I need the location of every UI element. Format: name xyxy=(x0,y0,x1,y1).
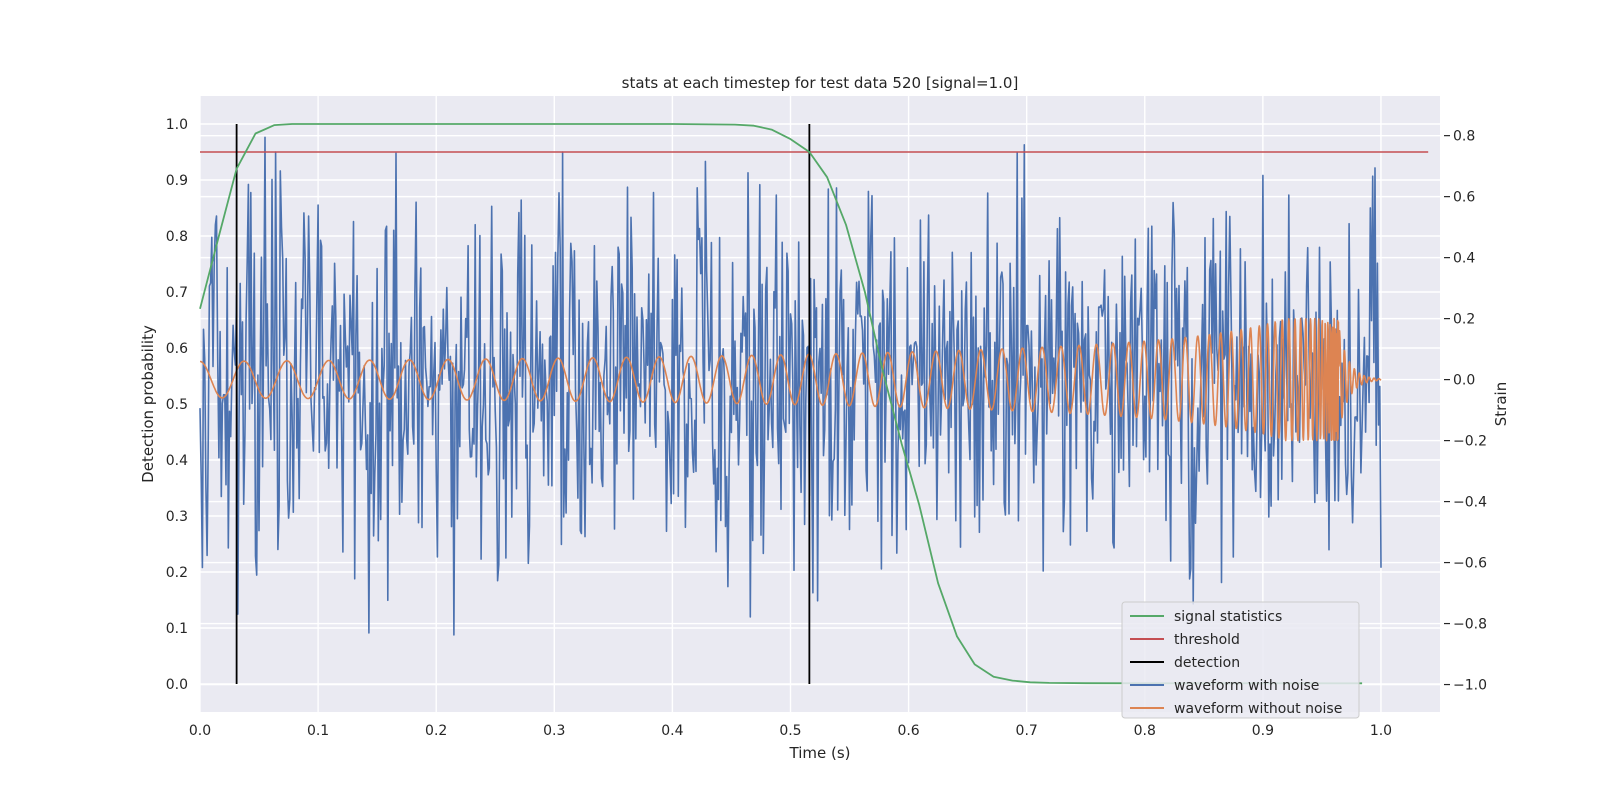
x-tick-label: 0.9 xyxy=(1252,723,1274,739)
y2-tick-label: −0.4 xyxy=(1453,495,1487,511)
series-waveform-with-noise xyxy=(199,136,1382,636)
y-tick-label: 0.6 xyxy=(166,341,188,357)
series-signal-statistics xyxy=(199,123,1363,685)
y2-tick-label: 0.0 xyxy=(1453,373,1475,389)
x-tick-label: 0.3 xyxy=(543,723,565,739)
x-axis-label: Time (s) xyxy=(789,744,851,762)
x-tick-label: 0.1 xyxy=(307,723,329,739)
y2-tick-label: −0.8 xyxy=(1453,617,1487,633)
y2-tick-label: −0.6 xyxy=(1453,556,1487,572)
y-tick-label: 1.0 xyxy=(166,117,188,133)
x-tick-label: 0.7 xyxy=(1016,723,1038,739)
y-tick-label: 0.9 xyxy=(166,173,188,189)
y2-tick-label: 0.8 xyxy=(1453,129,1475,145)
y2-tick-label: 0.6 xyxy=(1453,190,1475,206)
x-tick-label: 0.5 xyxy=(779,723,801,739)
y-tick-labels: 0.0 0.1 0.2 0.3 0.4 0.5 0.6 0.7 0.8 0.9 1.0 xyxy=(166,117,188,693)
x-tick-label: 0.0 xyxy=(189,723,211,739)
y-tick-label: 0.0 xyxy=(166,677,188,693)
y-tick-label: 0.2 xyxy=(166,565,188,581)
x-tick-label: 0.8 xyxy=(1134,723,1156,739)
legend-label-threshold: threshold xyxy=(1174,632,1240,648)
y-tick-label: 0.4 xyxy=(166,453,188,469)
y-tick-label: 0.8 xyxy=(166,229,188,245)
legend: signal statistics threshold detection wa… xyxy=(1121,601,1360,719)
y2-axis-label: Strain xyxy=(1492,382,1510,426)
legend-label-waveform-with-noise: waveform with noise xyxy=(1174,678,1319,694)
x-tick-label: 0.4 xyxy=(661,723,683,739)
x-tick-labels: 0.0 0.1 0.2 0.3 0.4 0.5 0.6 0.7 0.8 0.9 1.0 xyxy=(189,723,1392,739)
legend-label-waveform-without-noise: waveform without noise xyxy=(1174,701,1342,717)
series-layer xyxy=(199,123,1429,685)
y2-tick-label: 0.4 xyxy=(1453,251,1475,267)
chart-title: stats at each timestep for test data 520… xyxy=(622,74,1019,92)
legend-label-signal-statistics: signal statistics xyxy=(1174,609,1282,625)
y-tick-label: 0.7 xyxy=(166,285,188,301)
y2-tick-label: 0.2 xyxy=(1453,312,1475,328)
y2-tick-label: −1.0 xyxy=(1453,678,1487,694)
y2-tick-labels: −1.0 −0.8 −0.6 −0.4 −0.2 0.0 0.2 0.4 0.6 0.8 xyxy=(1444,129,1487,694)
y-axis-label: Detection probability xyxy=(139,325,157,483)
legend-box xyxy=(1121,601,1360,719)
x-tick-label: 0.2 xyxy=(425,723,447,739)
y-tick-label: 0.5 xyxy=(166,397,188,413)
y2-tick-label: −0.2 xyxy=(1453,434,1487,450)
x-tick-label: 1.0 xyxy=(1370,723,1392,739)
series-waveform-without-noise xyxy=(199,317,1382,442)
y-tick-label: 0.3 xyxy=(166,509,188,525)
y-tick-label: 0.1 xyxy=(166,621,188,637)
legend-label-detection: detection xyxy=(1174,655,1240,671)
x-tick-label: 0.6 xyxy=(897,723,919,739)
